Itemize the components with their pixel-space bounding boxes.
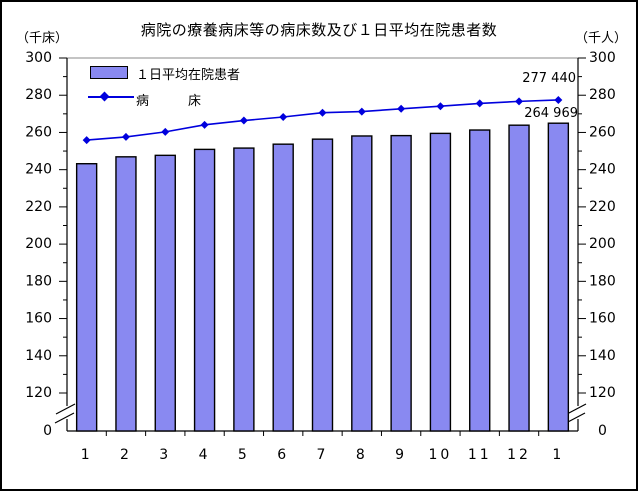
- x-axis-label-12: 12: [507, 447, 531, 463]
- line-point-4: [200, 120, 209, 129]
- y-axis-label-right-300: 300: [589, 50, 616, 66]
- y-axis-label-right-240: 240: [589, 162, 616, 178]
- x-axis-label-8: 8: [356, 447, 368, 463]
- x-axis-label-6: 6: [277, 447, 289, 463]
- left-axis-unit-label: （千床）: [16, 31, 69, 46]
- y-axis-label-left-200: 200: [25, 236, 52, 252]
- bar-month-11: [469, 129, 491, 432]
- y-axis-label-right-220: 220: [589, 199, 616, 215]
- y-axis-label-right-200: 200: [589, 236, 616, 252]
- bar-month-6: [272, 143, 294, 432]
- bar-month-1: [547, 122, 570, 432]
- y-axis-label-left-140: 140: [25, 348, 52, 364]
- x-axis-label-13: 1: [552, 447, 564, 463]
- line-point-7: [318, 108, 327, 117]
- y-axis-label-left-120: 120: [25, 385, 52, 401]
- line-point-8: [357, 107, 366, 116]
- x-axis-label-9: 9: [395, 447, 407, 463]
- bar-month-4: [193, 148, 216, 432]
- y-axis-label-left-300: 300: [25, 50, 52, 66]
- y-axis-label-left-160: 160: [25, 311, 52, 327]
- x-axis-label-11: 11: [468, 447, 492, 463]
- legend-line-label: 病 床: [136, 94, 202, 109]
- x-axis-label-3: 3: [159, 447, 171, 463]
- y-axis-label-left-0: 0: [43, 423, 52, 439]
- line-point-2: [121, 132, 130, 141]
- axis-break-left-slash: [55, 403, 76, 415]
- legend-bar-label: １日平均在院患者: [136, 68, 241, 83]
- line-point-5: [239, 116, 248, 125]
- legend-bar-swatch: [90, 66, 128, 79]
- line-point-10: [436, 102, 445, 111]
- y-axis-label-right-160: 160: [589, 311, 616, 327]
- x-axis-label-4: 4: [199, 447, 211, 463]
- y-axis-label-right-120: 120: [589, 385, 616, 401]
- bar-month-2: [115, 156, 137, 432]
- axis-break-left-slash: [54, 412, 75, 424]
- y-axis-label-right-140: 140: [589, 348, 616, 364]
- y-axis-label-left-220: 220: [25, 199, 52, 215]
- x-axis-label-10: 10: [429, 447, 453, 463]
- chart-title: 病院の療養病床等の病床数及び１日平均在院患者数: [140, 21, 498, 39]
- bar-month-7: [311, 138, 334, 432]
- bar-month-1: [75, 163, 98, 432]
- line-point-9: [397, 104, 406, 113]
- line-point-11: [475, 99, 484, 108]
- line-point-3: [161, 127, 170, 136]
- y-axis-label-left-280: 280: [25, 87, 52, 103]
- x-axis-label-1: 1: [81, 447, 93, 463]
- line-point-1: [82, 136, 91, 145]
- bar-month-12: [508, 124, 530, 432]
- axis-break-right-slash: [565, 412, 586, 424]
- line-point-6: [279, 112, 288, 121]
- y-axis-label-left-180: 180: [25, 273, 52, 289]
- bar-month-9: [390, 134, 412, 432]
- y-axis-label-right-0: 0: [598, 423, 607, 439]
- bar-month-10: [429, 132, 452, 432]
- line-point-12: [515, 97, 524, 106]
- bar-month-8: [351, 135, 373, 432]
- y-axis-label-right-280: 280: [589, 87, 616, 103]
- legend-line-swatch: [88, 96, 134, 98]
- x-axis-label-2: 2: [120, 447, 132, 463]
- right-axis-unit-label: （千人）: [575, 31, 628, 46]
- bar-month-3: [154, 154, 176, 432]
- annotation-bar-end-value: 264 969: [524, 106, 578, 121]
- y-axis-label-left-260: 260: [25, 124, 52, 140]
- axis-break-right-slash: [566, 403, 587, 415]
- x-axis-label-5: 5: [238, 447, 250, 463]
- y-axis-label-left-240: 240: [25, 162, 52, 178]
- x-axis-label-7: 7: [317, 447, 329, 463]
- annotation-line-end-value: 277 440: [522, 71, 576, 86]
- bar-month-5: [233, 147, 255, 432]
- y-axis-label-right-260: 260: [589, 124, 616, 140]
- y-axis-label-right-180: 180: [589, 273, 616, 289]
- line-point-13: [554, 95, 563, 104]
